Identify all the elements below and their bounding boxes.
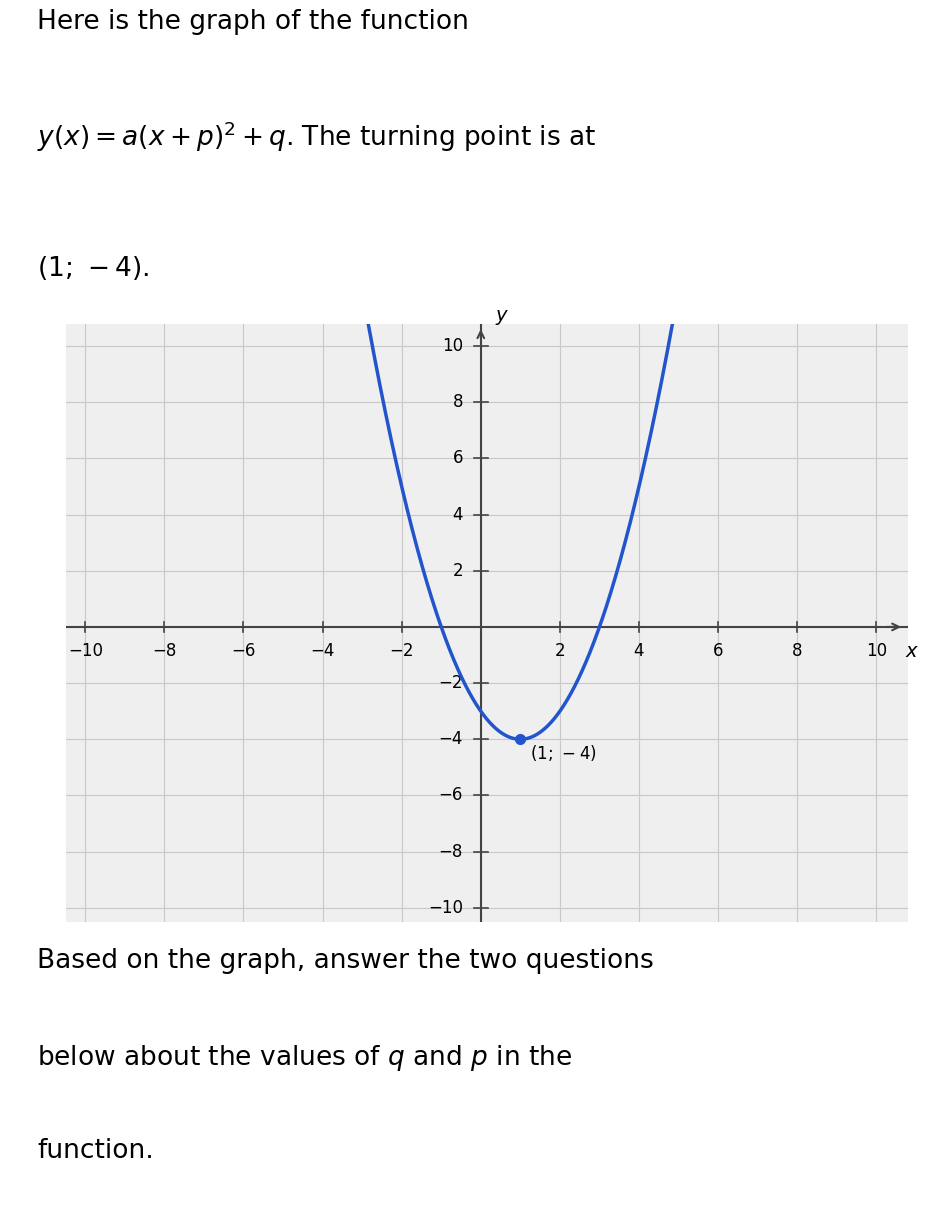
Text: 2: 2 <box>554 642 565 661</box>
Text: $y$: $y$ <box>494 309 509 327</box>
Text: 8: 8 <box>452 393 463 411</box>
Text: −4: −4 <box>439 730 463 748</box>
Text: −10: −10 <box>428 899 463 917</box>
Text: below about the values of $q$ and $p$ in the: below about the values of $q$ and $p$ in… <box>37 1043 573 1073</box>
Text: −6: −6 <box>231 642 256 661</box>
Text: 6: 6 <box>713 642 724 661</box>
Text: 10: 10 <box>442 337 463 355</box>
Text: −4: −4 <box>311 642 335 661</box>
Text: 6: 6 <box>452 449 463 468</box>
Text: $(1;\,-4).$: $(1;\,-4).$ <box>37 254 150 282</box>
Text: $(1;\,-4)$: $(1;\,-4)$ <box>530 744 597 763</box>
Text: −2: −2 <box>438 674 463 692</box>
Text: Based on the graph, answer the two questions: Based on the graph, answer the two quest… <box>37 949 654 974</box>
Text: 10: 10 <box>866 642 886 661</box>
Text: function.: function. <box>37 1138 154 1164</box>
Text: 8: 8 <box>792 642 802 661</box>
Text: 4: 4 <box>634 642 644 661</box>
Text: Here is the graph of the function: Here is the graph of the function <box>37 9 469 35</box>
Text: $y(x) = a(x+p)^2+q$. The turning point is at: $y(x) = a(x+p)^2+q$. The turning point i… <box>37 120 596 154</box>
Text: 4: 4 <box>452 505 463 524</box>
Text: −2: −2 <box>389 642 414 661</box>
Text: $x$: $x$ <box>905 642 919 662</box>
Text: −6: −6 <box>439 786 463 805</box>
Text: 2: 2 <box>452 562 463 580</box>
Text: −8: −8 <box>153 642 177 661</box>
Text: −8: −8 <box>439 842 463 861</box>
Text: −10: −10 <box>67 642 103 661</box>
